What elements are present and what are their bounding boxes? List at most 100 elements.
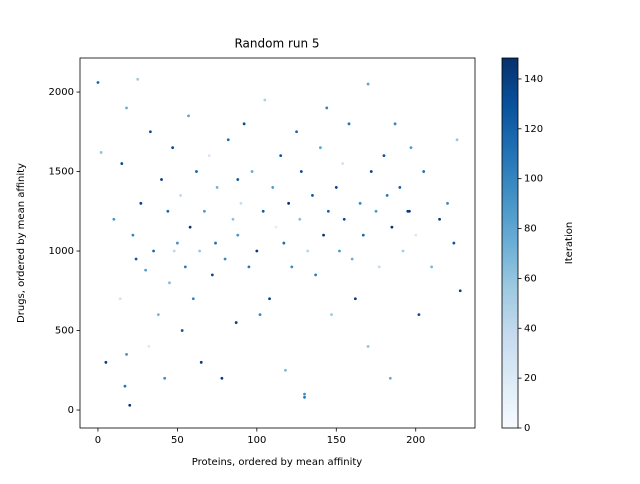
colorbar-band [502,82,518,85]
colorbar-band [502,338,518,341]
point [131,233,135,237]
colorbar-band [502,386,518,389]
colorbar-band [502,220,518,223]
point [303,392,306,396]
colorbar-band [502,222,518,225]
colorbar-band [502,282,518,285]
point [123,384,127,388]
colorbar-band [502,244,518,247]
point [183,265,187,269]
point [139,201,143,205]
point [247,265,251,269]
colorbar-tick-label: 20 [524,373,537,384]
colorbar-band [502,156,518,159]
point [369,170,373,173]
point [319,146,322,150]
colorbar-band [502,364,518,367]
colorbar-band [502,312,518,315]
colorbar-band [502,250,518,253]
colorbar-band [502,128,518,131]
point [330,313,333,317]
colorbar-band [502,60,518,63]
point [303,395,306,399]
point [398,186,402,189]
colorbar-band [502,382,518,385]
chart-title: Random run 5 [234,37,319,51]
colorbar-band [502,370,518,373]
colorbar-band [502,86,518,89]
colorbar-band [502,348,518,351]
point [393,122,397,126]
colorbar-band [502,194,518,197]
point [179,193,182,197]
point [215,186,219,189]
point [156,313,160,317]
colorbar-band [502,280,518,283]
point [334,186,338,189]
colorbar-band [502,246,518,249]
x-tick-label: 50 [171,435,184,446]
x-tick-label: 150 [327,435,346,446]
colorbar-band [502,192,518,195]
point [118,297,122,301]
point [341,162,345,165]
colorbar-band [502,324,518,327]
y-tick-label: 500 [55,326,74,337]
colorbar-tick-label: 80 [524,224,537,235]
colorbar-band [502,240,518,243]
colorbar-band [502,426,518,429]
point [414,233,418,237]
point [407,209,411,213]
colorbar-band [502,388,518,391]
colorbar-band [502,96,518,99]
colorbar-band [502,102,518,105]
colorbar-band [502,76,518,79]
colorbar-band [502,66,518,69]
colorbar-band [502,202,518,205]
colorbar-band [502,190,518,193]
colorbar-band [502,378,518,381]
colorbar-band [502,150,518,153]
colorbar-band [502,304,518,307]
colorbar-band [502,136,518,139]
point [180,329,184,332]
point [128,403,132,407]
colorbar-tick-label: 120 [524,124,543,135]
colorbar-band [502,396,518,399]
point [220,376,224,380]
colorbar-band [502,132,518,135]
colorbar-band [502,108,518,111]
colorbar-frame [501,57,519,429]
point [298,217,302,221]
colorbar-band [502,216,518,219]
point [175,241,179,245]
colorbar-band [502,404,518,407]
point [125,106,128,110]
point [99,151,103,154]
colorbar-band [502,252,518,255]
colorbar-band [502,308,518,311]
point [250,170,254,173]
colorbar-band [502,226,518,229]
point [452,241,456,245]
colorbar-band [502,368,518,371]
colorbar-band [502,138,518,141]
colorbar-band [502,298,518,301]
x-tick-label: 100 [247,435,266,446]
point [353,297,357,301]
points [96,77,462,407]
colorbar-band [502,126,518,129]
point [261,209,265,213]
colorbar-band [502,292,518,295]
point [263,98,267,102]
point [199,360,203,364]
colorbar-band [502,334,518,337]
colorbar-band [502,372,518,375]
colorbar-band [502,306,518,309]
point [325,106,329,110]
point [223,257,227,261]
point [358,201,362,205]
point [120,162,124,165]
colorbar-band [502,148,518,151]
colorbar-band [502,160,518,163]
